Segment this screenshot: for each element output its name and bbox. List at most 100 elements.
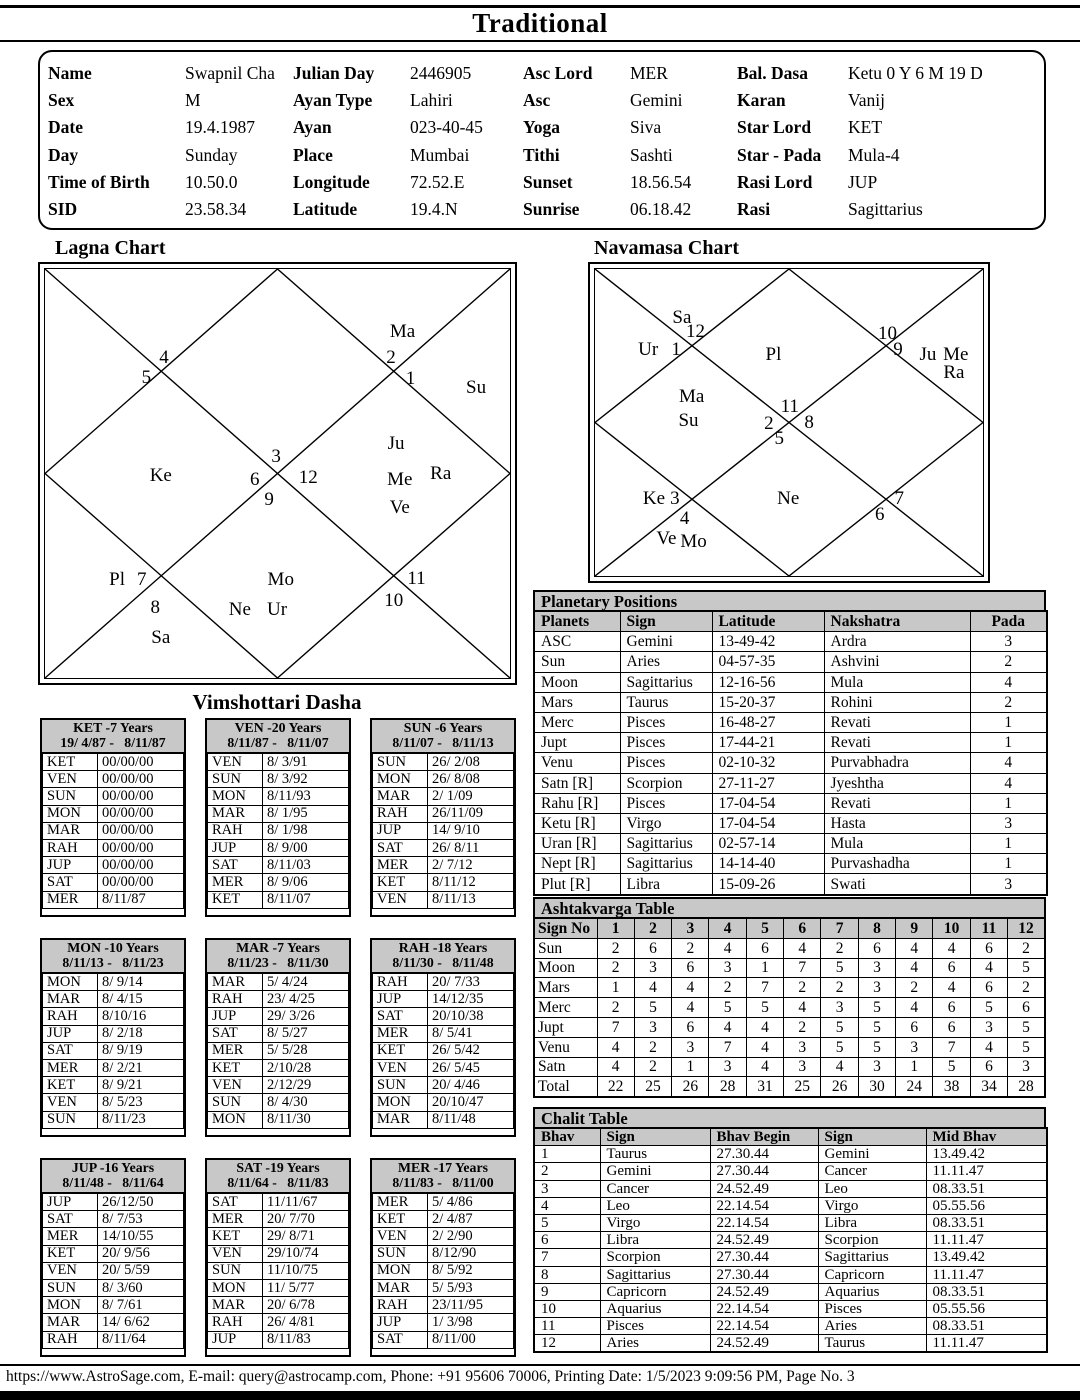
- dasha-planet-cell: RAH: [207, 1313, 263, 1332]
- table-cell: Pisces: [599, 1317, 711, 1336]
- table-cell: 4: [745, 1036, 785, 1058]
- dasha-table-title: MON -10 Years: [67, 940, 159, 955]
- navamasa-chart-heading: Navamasa Chart: [594, 237, 739, 259]
- table-cell: Total: [533, 1076, 598, 1098]
- birth-info-row: Sex M: [48, 90, 292, 117]
- table-cell: 2: [820, 937, 859, 959]
- table-cell: Mars: [533, 977, 598, 999]
- dasha-date-cell: 23/11/95: [427, 1296, 514, 1315]
- dasha-row: SAT 00/00/00: [42, 873, 184, 892]
- table-cell: Scorpion: [599, 1248, 711, 1267]
- dasha-row: MON 8/11/30: [207, 1110, 349, 1129]
- chart-label-5: 5: [774, 427, 785, 449]
- ashtakvarga-table: Ashtakvarga Table Sign No 1 2 3 4 5 6 7 8 9 10 11 12 S…: [533, 897, 1046, 1099]
- dasha-planet-cell: MER: [42, 890, 98, 909]
- table-cell: 3: [969, 873, 1048, 896]
- dasha-row: MER 8/11/87: [42, 890, 184, 909]
- table-cell: Libra: [619, 873, 713, 896]
- dasha-table-mon: MON -10 Years 8/11/13 - 8/11/23 MON 8/ 9/14…: [40, 938, 186, 1137]
- table-cell: 1: [745, 957, 785, 979]
- table-cell: Gemini: [599, 1162, 711, 1181]
- table-cell: Moon: [533, 671, 621, 693]
- dasha-planet-cell: SUN: [372, 1076, 428, 1095]
- planetary-grid: Planets Sign Latitude Nakshatra Pada ASC Gemin…: [533, 610, 1048, 896]
- column-header: Bhav Begin: [709, 1127, 819, 1147]
- info-label: Place: [293, 144, 333, 165]
- dasha-planet-cell: RAH: [372, 1296, 428, 1315]
- column-header: 9: [895, 917, 934, 939]
- dasha-row: MER 8/ 9/06: [207, 873, 349, 892]
- table-cell: 3: [633, 957, 673, 979]
- dasha-date-cell: 26/ 5/42: [427, 1041, 514, 1060]
- info-value: Mula-4: [848, 144, 900, 165]
- birth-info-row: Date 19.4.1987: [48, 117, 292, 144]
- table-cell: Moon: [533, 957, 598, 979]
- table-cell: 4: [969, 671, 1048, 693]
- table-cell: 4: [745, 1016, 785, 1038]
- dasha-planet-cell: JUP: [207, 1007, 263, 1026]
- dasha-planet-cell: MER: [207, 1041, 263, 1060]
- dasha-row: SUN 00/00/00: [42, 787, 184, 806]
- dasha-planet-cell: VEN: [42, 1261, 98, 1280]
- dasha-row: JUP 29/ 3/26: [207, 1007, 349, 1026]
- dasha-row: JUP 14/12/35: [372, 990, 514, 1009]
- dasha-row: RAH 20/ 7/33: [372, 972, 514, 992]
- table-cell: 5: [533, 1213, 601, 1233]
- dasha-date-cell: 20/ 6/78: [262, 1296, 349, 1315]
- info-label: Star Lord: [737, 117, 812, 138]
- table-row: Uran [R] Sagittarius 02-57-14 Mula 1: [533, 833, 1048, 855]
- birth-info-row: Asc Lord MER: [523, 63, 734, 90]
- dasha-row: RAH 23/ 4/25: [207, 990, 349, 1009]
- table-cell: 2: [969, 691, 1048, 713]
- column-header: 1: [596, 917, 635, 939]
- table-cell: 4: [969, 772, 1048, 794]
- table-cell: Cancer: [599, 1179, 711, 1198]
- dasha-planet-cell: SAT: [42, 1210, 98, 1229]
- table-cell: 02-10-32: [711, 752, 825, 774]
- table-cell: 3: [969, 812, 1048, 835]
- dasha-date-cell: 8/ 2/18: [97, 1024, 184, 1043]
- dasha-date-cell: 00/00/00: [97, 856, 184, 875]
- chart-label-ne: Ne: [228, 599, 251, 621]
- table-cell: 08.33.51: [925, 1213, 1048, 1233]
- dasha-date-cell: 20/ 4/46: [427, 1076, 514, 1095]
- dasha-date-cell: 5/ 5/28: [262, 1041, 349, 1060]
- table-cell: 2: [596, 957, 635, 979]
- chart-label-8: 8: [150, 597, 160, 619]
- column-header: Sign: [599, 1127, 711, 1147]
- table-cell: Hasta: [823, 812, 971, 835]
- lagna-chart-heading: Lagna Chart: [55, 237, 166, 259]
- chart-label-pl: Pl: [765, 344, 782, 366]
- table-cell: 4: [820, 1056, 859, 1078]
- table-cell: 3: [969, 1016, 1009, 1038]
- birth-info-row: SID 23.58.34: [48, 199, 292, 226]
- table-cell: 05.55.56: [925, 1196, 1048, 1215]
- table-cell: Rohini: [823, 691, 971, 713]
- table-cell: 4: [596, 1056, 635, 1078]
- dasha-row: SAT 8/11/03: [207, 856, 349, 875]
- info-value: 23.58.34: [185, 198, 247, 219]
- dasha-row: RAH 26/ 4/81: [207, 1313, 349, 1332]
- table-cell: 08.33.51: [925, 1179, 1048, 1198]
- dasha-row: RAH 8/10/16: [42, 1007, 184, 1026]
- footer-rule: [0, 1364, 1080, 1366]
- birth-info-row: Rasi Sagittarius: [737, 199, 1042, 226]
- chart-label-ma: Ma: [389, 321, 416, 343]
- dasha-row: SUN 8/ 3/60: [42, 1278, 184, 1298]
- table-cell: Leo: [599, 1196, 711, 1215]
- dasha-date-cell: 29/ 8/71: [262, 1227, 349, 1246]
- dasha-table-grid: VEN 8/ 3/91 SUN 8/ 3/92 MON 8/11/93 MAR 8/ 1/95…: [207, 752, 349, 909]
- birth-info-row: Star Lord KET: [737, 117, 1042, 144]
- dasha-table-range: 8/11/30 - 8/11/48: [392, 954, 494, 970]
- dasha-date-cell: 8/ 7/61: [97, 1296, 184, 1315]
- table-cell: Jupt: [533, 1016, 598, 1038]
- table-row: Sun Aries 04-57-35 Ashvini 2: [533, 651, 1048, 673]
- info-value: Siva: [630, 117, 662, 138]
- dasha-planet-cell: KET: [207, 1058, 263, 1078]
- table-cell: Mula: [823, 671, 971, 693]
- table-cell: 24.52.49: [709, 1282, 819, 1301]
- table-cell: 5: [820, 1016, 859, 1038]
- dasha-date-cell: 2/12/29: [262, 1076, 349, 1095]
- info-value: 18.56.54: [630, 171, 692, 192]
- birth-info-row: Place Mumbai: [293, 145, 520, 172]
